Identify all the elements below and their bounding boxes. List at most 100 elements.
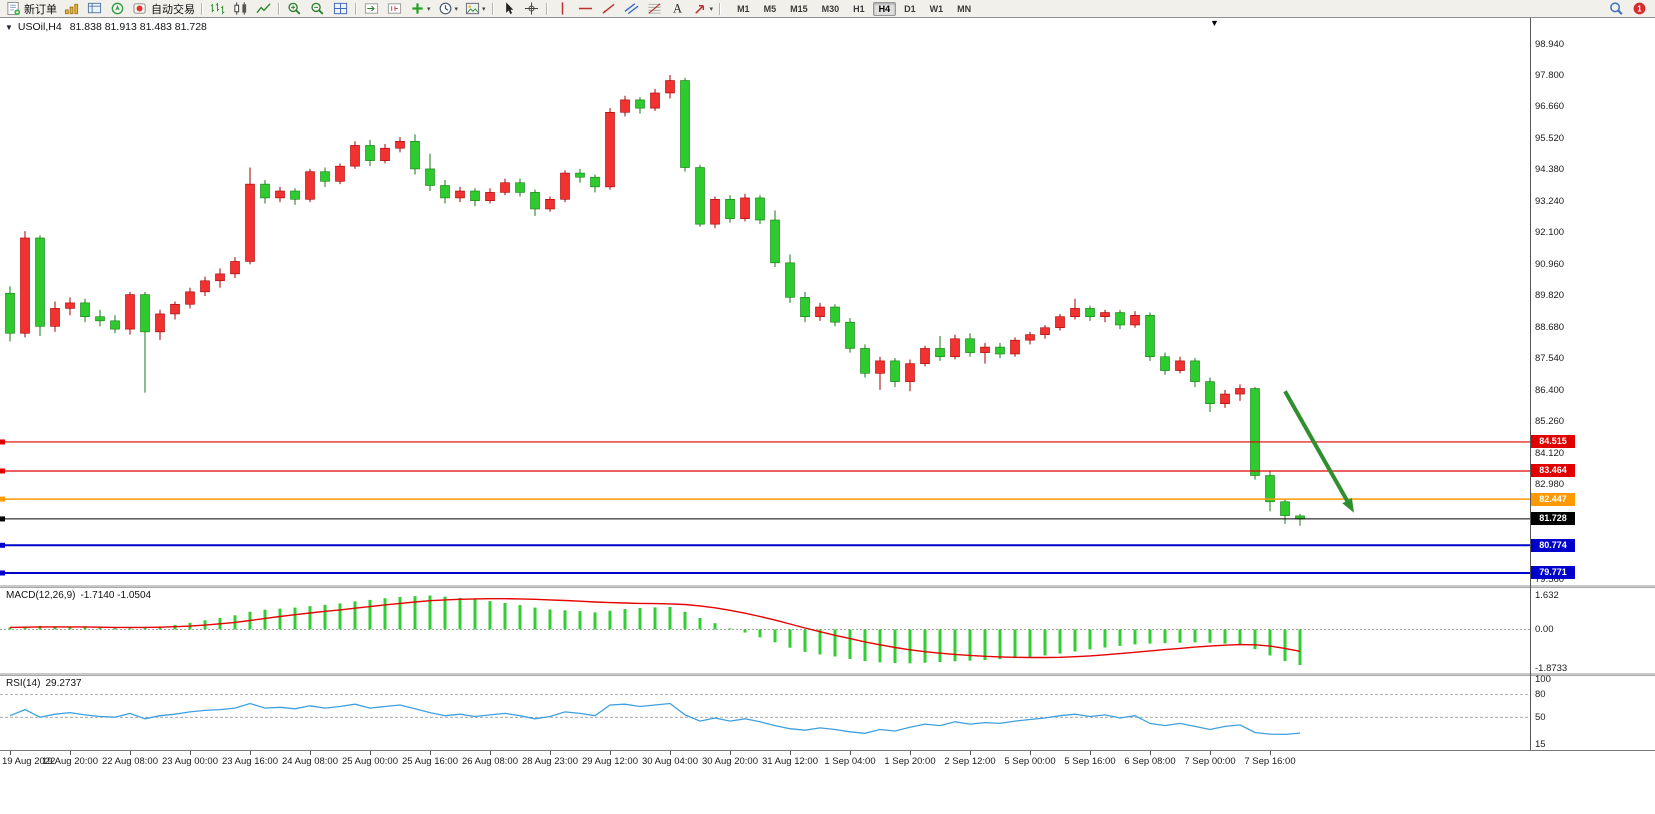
timeframe-m1-button[interactable]: M1 (737, 3, 750, 14)
price-axis-label: 87.540 (1535, 353, 1565, 365)
notifications-button[interactable]: 1 (1628, 0, 1651, 17)
text-button[interactable]: A (666, 0, 689, 17)
auto-scroll-button[interactable] (360, 0, 383, 17)
add-indicator-button[interactable]: ▾ (406, 0, 434, 17)
macd-axis-label: 1.632 (1535, 590, 1559, 602)
tile-windows-button[interactable] (329, 0, 352, 17)
price-line-tag: 80.774 (1531, 538, 1575, 552)
time-axis-tick (370, 751, 371, 755)
time-axis-tick (1270, 751, 1271, 755)
bar-chart-icon (209, 1, 226, 16)
candlestick-chart-button[interactable] (229, 0, 252, 17)
time-axis-tick (790, 751, 791, 755)
time-axis-label: 22 Aug 08:00 (102, 756, 158, 767)
chart-shift-button[interactable] (383, 0, 406, 17)
timeframe-d1-button[interactable]: D1 (904, 3, 916, 14)
timeframe-h1-button[interactable]: H1 (853, 3, 865, 14)
line-chart-button[interactable] (252, 0, 275, 17)
dropdown-arrow-icon[interactable]: ▾ (427, 5, 431, 13)
toolbar-separator (278, 2, 280, 15)
time-axis-label: 6 Sep 08:00 (1124, 756, 1176, 767)
time-axis-label: 23 Aug 00:00 (162, 756, 218, 767)
timeframe-m15-button[interactable]: M15 (790, 3, 808, 14)
time-axis-tick (10, 751, 11, 755)
price-axis[interactable]: 98.940 97.800 96.660 95.520 94.380 93.240 92.1… (1530, 17, 1655, 750)
horizontal-line-button[interactable] (574, 0, 597, 17)
dropdown-arrow-icon[interactable]: ▾ (482, 5, 486, 13)
new-order-button[interactable]: 新订单 (2, 0, 60, 17)
vertical-line-button[interactable] (551, 0, 574, 17)
price-line-tag: 79.771 (1531, 566, 1575, 580)
svg-text:1: 1 (1637, 4, 1642, 13)
time-axis-label: 23 Aug 16:00 (222, 756, 278, 767)
chart-header: ▼ USOil,H4 81.838 81.913 81.483 81.728 (5, 21, 207, 33)
toolbar-separator (545, 2, 548, 15)
time-axis-tick (1090, 751, 1091, 755)
toolbar: 新订单 自动交易 ▾ ▾ ▾ A ▾ M1 M5 M15 M30 H1 H4 D1 W1 MN 1 (0, 0, 1655, 18)
trendline-button[interactable] (597, 0, 620, 17)
rsi-name-label: RSI(14) (6, 678, 41, 689)
timeframe-toolbar: M1 M5 M15 M30 H1 H4 D1 W1 MN (730, 1, 978, 16)
rsi-indicator-label: RSI(14) 29.2737 (6, 678, 82, 689)
time-axis-label: 25 Aug 00:00 (342, 756, 398, 767)
macd-panel[interactable] (0, 587, 1655, 676)
toolbar-buttons: 新订单 自动交易 ▾ ▾ ▾ A ▾ (0, 0, 724, 17)
chart-shift-icon (386, 1, 403, 16)
auto-trading-button-label: 自动交易 (151, 3, 195, 16)
timeframe-h4-button[interactable]: H4 (872, 1, 897, 16)
bar-chart-button[interactable] (206, 0, 229, 17)
panel-divider[interactable] (0, 585, 1655, 587)
time-axis-label: 1 Sep 20:00 (884, 756, 936, 767)
cursor-button[interactable] (497, 0, 520, 17)
toolbar-right: 1 (1605, 0, 1655, 17)
zoom-in-button[interactable] (283, 0, 306, 17)
zoom-out-button[interactable] (306, 0, 329, 17)
auto-trading-button[interactable]: 自动交易 (129, 0, 198, 17)
time-axis-tick (1030, 751, 1031, 755)
chart-shift-marker[interactable]: ▼ (1210, 18, 1219, 28)
new-order-button-label: 新订单 (24, 3, 57, 16)
new-order-icon (5, 1, 22, 16)
current-price-tag: 81.728 (1531, 512, 1575, 526)
chart-menu-icon[interactable]: ▼ (5, 22, 13, 32)
channel-button[interactable] (620, 0, 643, 17)
arrows-button[interactable]: ▾ (689, 0, 717, 17)
ohlc-label: 81.838 81.913 81.483 81.728 (69, 21, 207, 33)
time-axis-label: 29 Aug 12:00 (582, 756, 638, 767)
fibonacci-button[interactable] (643, 0, 666, 17)
template-button[interactable]: ▾ (461, 0, 489, 17)
time-axis-tick (610, 751, 611, 755)
market-watch-button[interactable] (60, 0, 83, 17)
navigator-button[interactable] (106, 0, 129, 17)
crosshair-button[interactable] (520, 0, 543, 17)
market-watch-icon (63, 1, 80, 16)
search-icon (1608, 1, 1625, 16)
price-axis-label: 84.120 (1535, 447, 1565, 459)
timeframe-m30-button[interactable]: M30 (821, 3, 840, 14)
price-axis-label: 89.820 (1535, 290, 1565, 302)
rsi-panel[interactable] (0, 675, 1655, 751)
dropdown-arrow-icon[interactable]: ▾ (454, 5, 459, 13)
time-axis-tick (970, 751, 971, 755)
auto-scroll-icon (363, 1, 380, 16)
navigator-icon (109, 1, 126, 16)
time-axis[interactable]: 19 Aug 2022 19 Aug 20:00 22 Aug 08:00 23 Au… (0, 750, 1655, 773)
toolbar-separator (491, 2, 494, 15)
rsi-axis-label: 100 (1535, 674, 1551, 685)
price-chart-panel[interactable] (0, 17, 1655, 588)
macd-axis-label: -1.8733 (1535, 663, 1568, 675)
time-axis-tick (730, 751, 731, 755)
search-button[interactable] (1605, 0, 1628, 17)
panel-divider[interactable] (0, 673, 1655, 675)
vertical-line-icon (554, 1, 571, 16)
time-axis-tick (490, 751, 491, 755)
timeframe-mn-button[interactable]: MN (957, 3, 972, 14)
period-button[interactable]: ▾ (434, 0, 462, 17)
data-window-button[interactable] (83, 0, 106, 17)
timeframe-m5-button[interactable]: M5 (763, 3, 777, 14)
timeframe-w1-button[interactable]: W1 (929, 3, 944, 14)
dropdown-arrow-icon[interactable]: ▾ (709, 5, 714, 13)
add-indicator-icon (409, 1, 426, 16)
macd-indicator-label: MACD(12,26,9) -1.7140 -1.0504 (6, 590, 151, 601)
